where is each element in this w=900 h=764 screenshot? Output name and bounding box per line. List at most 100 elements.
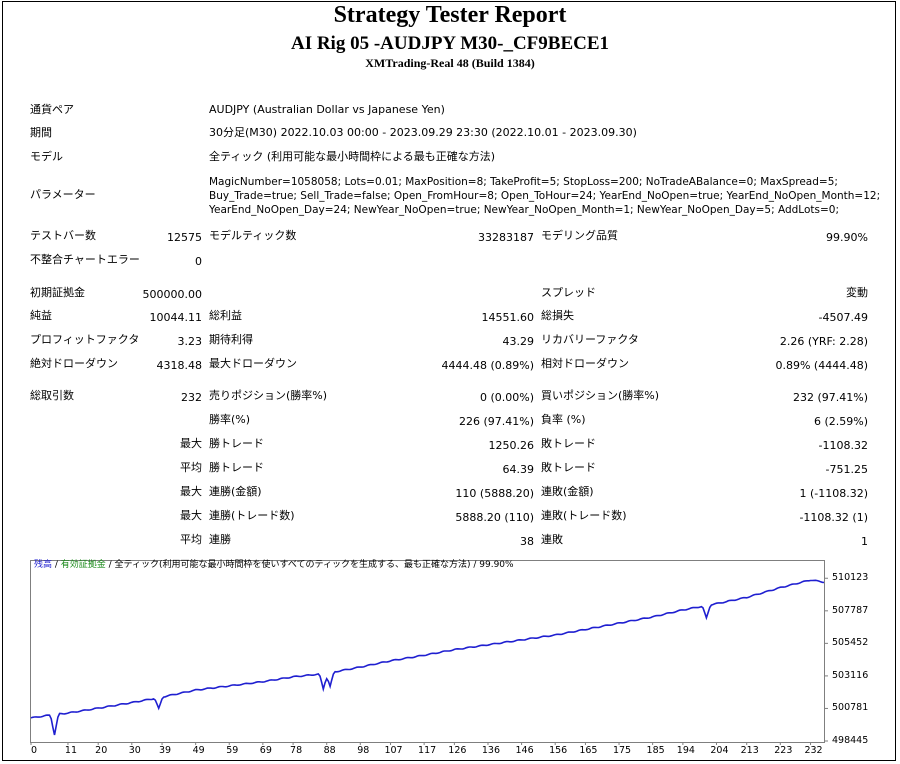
avg-loss-value: -751.25 xyxy=(825,463,868,476)
consec-losses-amount-label: 連敗(金額) xyxy=(541,485,594,498)
win-rate-label: 勝率(%) xyxy=(209,413,251,426)
consec-losses-amount-value: 1 (-1108.32) xyxy=(799,487,868,500)
legend-separator: / xyxy=(52,560,61,570)
params-line: Buy_Trade=true; Sell_Trade=false; Open_F… xyxy=(209,190,881,202)
recovery-factor-value: 2.26 (YRF: 2.28) xyxy=(779,335,868,348)
params-line: YearEnd_NoOpen_Day=24; NewYear_NoOpen=tr… xyxy=(209,204,839,216)
params-line: MagicNumber=1058058; Lots=0.01; MaxPosit… xyxy=(209,176,838,188)
consec-profit-label: 連勝(トレード数) xyxy=(209,509,295,522)
rel-drawdown-value: 0.89% (4444.48) xyxy=(775,359,868,372)
spread-label: スプレッド xyxy=(541,286,596,299)
gross-profit-label: 総利益 xyxy=(209,309,242,322)
avg-win-label: 勝トレード xyxy=(209,461,264,474)
rel-drawdown-label: 相対ドローダウン xyxy=(541,357,629,370)
balance-chart xyxy=(30,560,825,743)
consec-wins-amount-label: 連勝(金額) xyxy=(209,485,262,498)
recovery-factor-label: リカバリーファクタ xyxy=(541,333,639,346)
avg-consec-wins-value: 38 xyxy=(520,535,534,548)
x-tick-label: 49 xyxy=(192,745,205,756)
gross-profit-value: 14551.60 xyxy=(481,311,535,324)
y-tick-label: 507787 xyxy=(832,604,869,616)
net-profit-value: 10044.11 xyxy=(149,311,203,324)
x-tick-label: 126 xyxy=(448,745,467,756)
consec-loss-label: 連敗(トレード数) xyxy=(541,509,627,522)
x-tick-label: 11 xyxy=(64,745,77,756)
short-positions-label: 売りポジション(勝率%) xyxy=(209,389,328,402)
long-positions-value: 232 (97.41%) xyxy=(792,391,868,404)
period-value: 30分足(M30) 2022.10.03 00:00 - 2023.09.29 … xyxy=(209,126,637,139)
server-info: XMTrading-Real 48 (Build 1384) xyxy=(365,56,535,70)
x-tick-label: 69 xyxy=(259,745,272,756)
y-tick-label: 503116 xyxy=(832,669,869,681)
avg-consec-wins-label: 連勝 xyxy=(209,533,231,546)
x-tick-label: 88 xyxy=(323,745,336,756)
loss-rate-label: 負率 (%) xyxy=(541,413,586,426)
gross-loss-value: -4507.49 xyxy=(818,311,868,324)
x-tick-label: 204 xyxy=(710,745,729,756)
largest-loss-label: 敗トレード xyxy=(541,437,596,450)
period-label: 期間 xyxy=(30,126,52,139)
max-label: 最大 xyxy=(180,437,202,450)
short-positions-value: 0 (0.00%) xyxy=(479,391,534,404)
bars-label: テストバー数 xyxy=(30,229,96,242)
consec-wins-amount-value: 110 (5888.20) xyxy=(455,487,534,500)
largest-loss-value: -1108.32 xyxy=(818,439,868,452)
y-tick-label: 498445 xyxy=(832,735,869,746)
x-tick-label: 0 xyxy=(30,745,38,756)
x-tick-label: 30 xyxy=(128,745,141,756)
ticks-label: モデルティック数 xyxy=(209,229,297,242)
expert-name: AI Rig 05 -AUDJPY M30-_CF9BECE1 xyxy=(290,33,610,54)
x-tick-label: 59 xyxy=(226,745,239,756)
max-label: 最大 xyxy=(180,485,202,498)
avg-consec-losses-label: 連敗 xyxy=(541,533,563,546)
avg-consec-losses-value: 1 xyxy=(861,535,868,548)
balance-series-line xyxy=(30,579,825,736)
win-rate-value: 226 (97.41%) xyxy=(458,415,534,428)
consec-profit-value: 5888.20 (110) xyxy=(455,511,534,524)
x-tick-label: 185 xyxy=(646,745,665,756)
report-title: Strategy Tester Report xyxy=(333,2,567,28)
x-tick-label: 117 xyxy=(418,745,437,756)
x-tick-label: 213 xyxy=(740,745,759,756)
max-drawdown-label: 最大ドローダウン xyxy=(209,357,297,370)
gross-loss-label: 総損失 xyxy=(541,309,574,322)
legend-model-info: / 全ティック(利用可能な最小時間枠を使いすべてのティックを生成する、最も正確な… xyxy=(105,560,514,570)
total-trades-value: 232 xyxy=(181,391,202,404)
largest-win-label: 勝トレード xyxy=(209,437,264,450)
spread-value: 変動 xyxy=(846,286,868,299)
y-tick-label: 510123 xyxy=(832,572,869,584)
expected-payoff-label: 期待利得 xyxy=(209,333,253,346)
max-label: 最大 xyxy=(180,509,202,522)
x-tick-label: 232 xyxy=(804,745,823,756)
long-positions-label: 買いポジション(勝率%) xyxy=(541,389,660,402)
params-label: パラメーター xyxy=(30,188,96,201)
quality-value: 99.90% xyxy=(826,231,868,244)
profit-factor-value: 3.23 xyxy=(177,335,203,348)
chart-legend: 残高 / 有効証拠金 / 全ティック(利用可能な最小時間枠を使いすべてのティック… xyxy=(34,559,514,571)
model-value: 全ティック (利用可能な最小時間枠による最も正確な方法) xyxy=(209,150,496,163)
total-trades-label: 総取引数 xyxy=(30,389,74,402)
loss-rate-value: 6 (2.59%) xyxy=(813,415,868,428)
largest-win-value: 1250.26 xyxy=(488,439,535,452)
bars-value: 12575 xyxy=(167,231,202,244)
avg-loss-label: 敗トレード xyxy=(541,461,596,474)
avg-label: 平均 xyxy=(180,533,202,546)
net-profit-label: 純益 xyxy=(30,309,52,322)
x-tick-label: 223 xyxy=(774,745,793,756)
mismatch-label: 不整合チャートエラー xyxy=(30,253,140,266)
quality-label: モデリング品質 xyxy=(541,229,618,242)
x-tick-label: 20 xyxy=(95,745,108,756)
x-tick-label: 98 xyxy=(357,745,370,756)
x-tick-label: 39 xyxy=(158,745,172,756)
x-tick-label: 194 xyxy=(676,745,695,756)
legend-equity: 有効証拠金 xyxy=(60,560,106,570)
mismatch-value: 0 xyxy=(195,255,202,268)
model-label: モデル xyxy=(30,150,63,163)
symbol-label: 通貨ペア xyxy=(30,103,74,116)
x-tick-label: 107 xyxy=(384,745,403,756)
avg-win-value: 64.39 xyxy=(502,463,535,476)
legend-balance: 残高 xyxy=(34,560,53,570)
symbol-value: AUDJPY (Australian Dollar vs Japanese Ye… xyxy=(209,103,445,116)
